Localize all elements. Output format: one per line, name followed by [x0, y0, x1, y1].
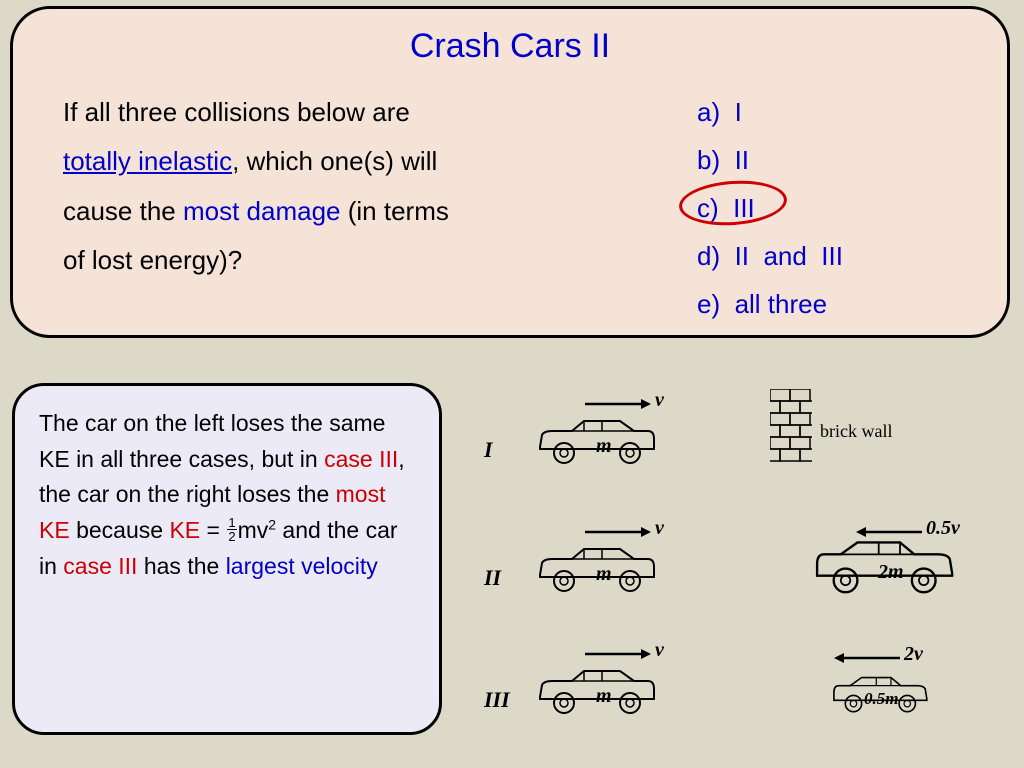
- car-icon: [530, 663, 660, 717]
- exp-sq: 2: [268, 516, 276, 532]
- q-line4: of lost energy)?: [63, 245, 242, 275]
- q-damage: most damage: [183, 196, 341, 226]
- arrow-icon: [585, 525, 651, 539]
- exp-t6: has the: [137, 553, 225, 579]
- q-line2b: , which one(s) will: [232, 146, 437, 176]
- page-title: Crash Cars II: [53, 27, 967, 66]
- v-label: v: [655, 639, 664, 662]
- collision-diagram: I v m: [470, 395, 1010, 750]
- option-e[interactable]: e) all three: [697, 280, 967, 328]
- q-line1: If all three collisions below are: [63, 97, 410, 127]
- row-2: II v m 0.5v: [470, 523, 1010, 618]
- question-body: If all three collisions below are totall…: [53, 88, 967, 328]
- explanation-box: The car on the left loses the same KE in…: [12, 383, 442, 735]
- wall-label: brick wall: [820, 421, 892, 442]
- half-fraction: 12: [227, 516, 236, 543]
- m-label: m: [596, 563, 612, 586]
- car-icon: [530, 413, 660, 467]
- v-label: v: [655, 389, 664, 412]
- row-label-1: I: [484, 437, 493, 463]
- v-label-r: 2v: [904, 643, 923, 666]
- exp-largestv: largest velocity: [226, 553, 378, 579]
- row-1: I v m: [470, 395, 1010, 490]
- exp-t3: because: [70, 517, 170, 543]
- question-text: If all three collisions below are totall…: [53, 88, 697, 328]
- exp-case3b: case III: [63, 553, 137, 579]
- m-label-r: 0.5m: [864, 689, 898, 709]
- v-label: v: [655, 517, 664, 540]
- option-b[interactable]: b) II: [697, 136, 967, 184]
- m-label: m: [596, 435, 612, 458]
- exp-mv: mv: [238, 517, 269, 543]
- exp-case3a: case III: [324, 446, 398, 472]
- q-line3c: (in terms: [341, 196, 449, 226]
- row-label-3: III: [484, 687, 510, 713]
- q-line3a: cause the: [63, 196, 183, 226]
- arrow-icon: [585, 647, 651, 661]
- row-label-2: II: [484, 565, 501, 591]
- m-label-r: 2m: [878, 561, 904, 584]
- exp-t4: =: [200, 517, 226, 543]
- option-d[interactable]: d) II and III: [697, 232, 967, 280]
- car-icon: [530, 541, 660, 595]
- row-3: III v m 2v: [470, 645, 1010, 740]
- brick-wall-icon: [770, 389, 812, 470]
- question-box: Crash Cars II If all three collisions be…: [10, 6, 1010, 338]
- options-list: a) I b) II c) III d) II and III e) all t…: [697, 88, 967, 328]
- q-inelastic: totally inelastic: [63, 146, 232, 176]
- arrow-left-icon: [834, 651, 900, 665]
- arrow-icon: [585, 397, 651, 411]
- m-label: m: [596, 685, 612, 708]
- option-a[interactable]: a) I: [697, 88, 967, 136]
- exp-ke: KE: [169, 517, 200, 543]
